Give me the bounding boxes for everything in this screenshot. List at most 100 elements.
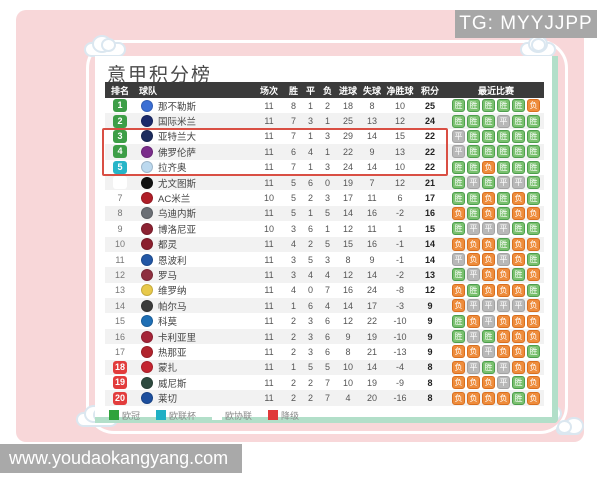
stat-loss: 7 (324, 377, 330, 388)
result-badge: 负 (467, 253, 480, 267)
stat-draw: 4 (307, 269, 313, 280)
rank-cell: 3 (105, 129, 135, 143)
stat-gd: 15 (394, 131, 405, 142)
team-crest-icon (141, 145, 153, 158)
table-row: 15 科莫 11 2 3 6 12 22 -10 9 胜负平负负负 (105, 313, 544, 329)
team-name: 国际米兰 (158, 117, 197, 129)
result-badge: 胜 (527, 160, 540, 174)
team-name: 博洛尼亚 (158, 224, 197, 236)
stat-pts: 22 (424, 162, 435, 173)
result-badge: 负 (452, 360, 465, 374)
team-name: 亚特兰大 (158, 132, 197, 144)
team-name: 蒙扎 (158, 363, 178, 375)
team-name: 热那亚 (158, 347, 187, 359)
column-header-5: 负 (322, 85, 332, 96)
team-cell: 维罗纳 (135, 283, 253, 297)
stat-gf: 18 (342, 100, 353, 111)
team-cell: 热那亚 (135, 345, 253, 359)
stat-pts: 22 (424, 146, 435, 157)
result-badge: 胜 (527, 191, 540, 205)
team-name: 莱切 (158, 394, 178, 406)
stat-loss: 5 (324, 239, 330, 250)
rank-cell: 4 (105, 145, 135, 159)
stat-gd: 10 (394, 162, 405, 173)
recent-results: 胜胜负胜胜胜 (444, 160, 548, 174)
rank-badge: 18 (113, 360, 127, 374)
stat-pts: 8 (427, 393, 433, 404)
stat-played: 11 (264, 116, 274, 127)
result-badge: 负 (527, 391, 540, 405)
team-name: AC米兰 (158, 194, 191, 206)
stat-played: 10 (263, 223, 274, 234)
team-cell: 科莫 (135, 314, 253, 328)
column-header-4: 平 (305, 85, 315, 96)
rank-badge: 19 (113, 376, 127, 390)
result-badge: 胜 (482, 114, 495, 128)
table-row: 20 莱切 11 2 2 7 4 20 -16 8 负负负负胜负 (105, 390, 544, 406)
team-crest-icon (141, 115, 153, 128)
result-badge: 胜 (512, 114, 525, 128)
result-badge: 负 (527, 314, 540, 328)
stat-draw: 1 (307, 100, 313, 111)
stat-gf: 4 (345, 393, 351, 404)
stat-gd: 13 (394, 146, 405, 157)
stat-draw: 5 (307, 362, 313, 373)
team-cell: 佛罗伦萨 (135, 145, 253, 159)
stat-win: 2 (290, 331, 296, 342)
rank-cell: 11 (105, 255, 135, 265)
table-row: 12 罗马 11 3 4 4 12 14 -2 13 胜平负负胜负 (105, 267, 544, 283)
team-crest-icon (141, 361, 153, 374)
stat-gf: 25 (342, 116, 353, 127)
stat-win: 8 (290, 100, 296, 111)
result-badge: 胜 (452, 191, 465, 205)
rank-cell: 15 (105, 316, 135, 326)
table-row: 14 帕尔马 11 1 6 4 14 17 -3 9 负平平平平负 (105, 298, 544, 314)
stat-gd: -3 (395, 300, 404, 311)
stat-pts: 9 (427, 300, 433, 311)
stat-draw: 2 (307, 393, 313, 404)
result-badge: 胜 (512, 160, 525, 174)
team-cell: 恩波利 (135, 253, 253, 267)
stat-played: 11 (264, 239, 274, 250)
stat-draw: 6 (307, 223, 313, 234)
table-row: 3 亚特兰大 11 7 1 3 29 14 15 22 平胜胜胜胜胜 (105, 128, 544, 145)
team-name: 恩波利 (158, 255, 187, 267)
stat-ga: 9 (369, 146, 375, 157)
stat-gf: 12 (342, 316, 353, 327)
result-badge: 胜 (467, 160, 480, 174)
legend-label: 欧冠 (122, 410, 141, 421)
result-badge: 负 (482, 206, 495, 220)
recent-results: 胜胜负胜负胜 (444, 191, 548, 205)
result-badge: 平 (497, 360, 510, 374)
stat-ga: 11 (367, 223, 377, 234)
team-cell: 博洛尼亚 (135, 222, 253, 236)
stat-gf: 9 (345, 331, 351, 342)
stat-played: 11 (264, 346, 274, 357)
column-header-0: 排名 (110, 85, 129, 96)
stat-gd: -1 (395, 239, 404, 250)
result-badge: 胜 (527, 222, 540, 236)
column-header-3: 胜 (288, 85, 298, 96)
table-header-row: 排名 球队 场次胜平负进球 失球 净胜球 积分 最近比赛 (105, 82, 544, 98)
recent-results: 平胜胜胜胜胜 (444, 145, 548, 159)
stat-gf: 10 (342, 362, 353, 373)
stat-ga: 8 (369, 100, 375, 111)
column-header-6: 进球 (338, 85, 357, 96)
result-badge: 负 (527, 330, 540, 344)
team-crest-icon (141, 176, 153, 189)
stat-win: 2 (290, 393, 296, 404)
result-badge: 负 (467, 314, 480, 328)
stat-pts: 21 (424, 177, 435, 188)
result-badge: 胜 (467, 99, 480, 113)
rank-cell: 8 (105, 208, 135, 218)
stat-pts: 24 (424, 116, 435, 127)
recent-results: 胜平负负胜负 (444, 268, 548, 282)
team-cell: AC米兰 (135, 191, 253, 205)
stat-ga: 14 (366, 131, 377, 142)
team-crest-icon (141, 99, 153, 112)
team-crest-icon (141, 268, 153, 281)
table-row: 11 恩波利 11 3 5 3 8 9 -1 14 平负负平负胜 (105, 251, 544, 268)
result-badge: 负 (482, 160, 495, 174)
result-badge: 负 (482, 253, 495, 267)
stat-win: 5 (290, 208, 296, 219)
